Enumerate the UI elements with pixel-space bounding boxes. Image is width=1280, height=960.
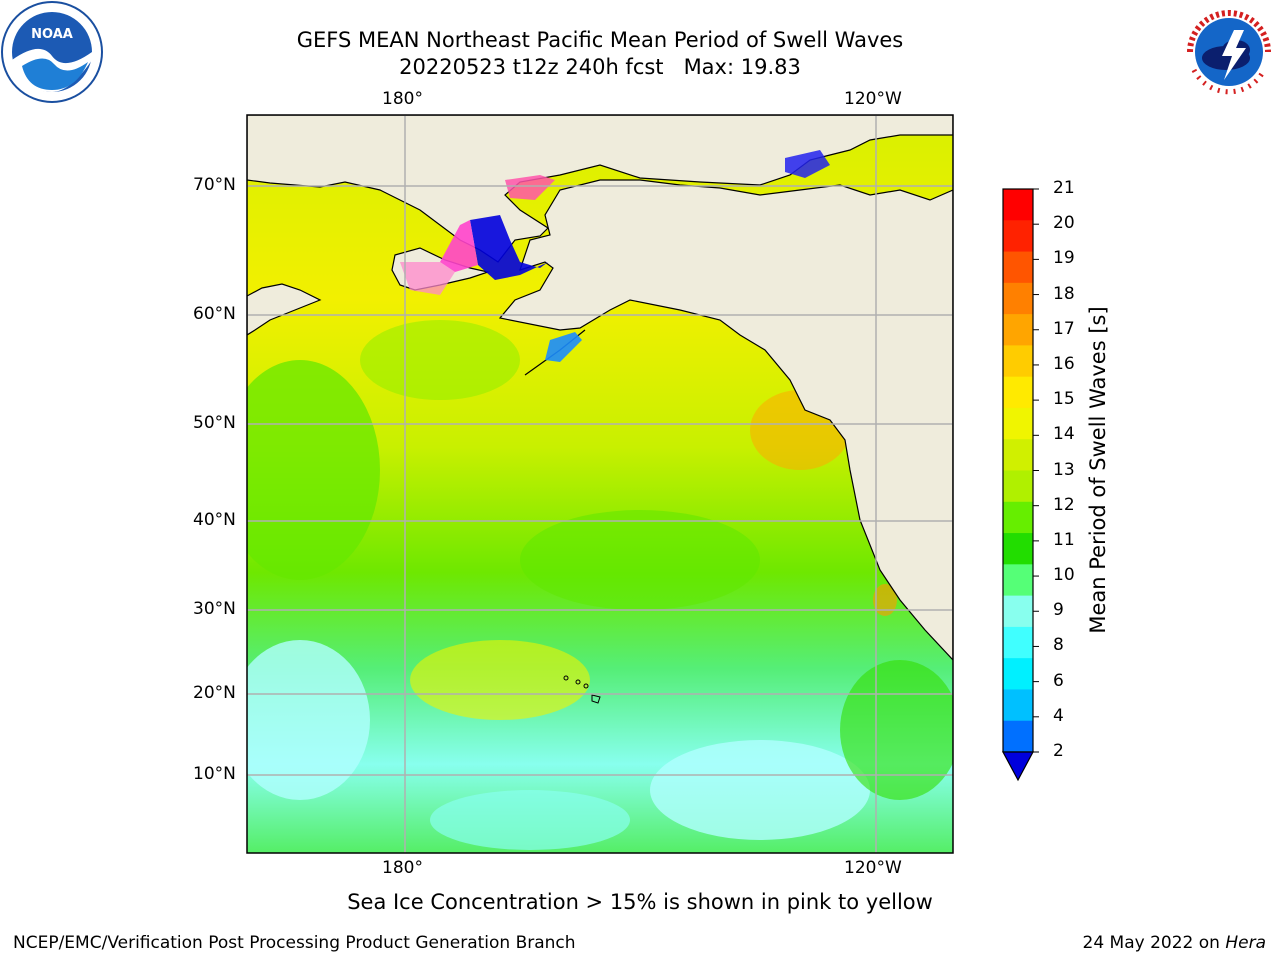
graticule bbox=[247, 115, 953, 853]
colorbar-segment bbox=[1003, 220, 1033, 253]
nws-logo bbox=[1180, 3, 1278, 101]
colorbar-segment bbox=[1003, 720, 1033, 753]
lat-label: 50°N bbox=[193, 413, 236, 433]
colorbar-segment bbox=[1003, 658, 1033, 690]
colorbar-tick-label: 13 bbox=[1053, 459, 1075, 480]
colorbar-tick-label: 2 bbox=[1053, 741, 1064, 761]
colorbar-tick-label: 19 bbox=[1053, 248, 1075, 269]
field-patch bbox=[410, 640, 590, 720]
colorbar-tick-label: 20 bbox=[1053, 213, 1075, 234]
field-patch bbox=[650, 740, 870, 840]
colorbar-tick-label: 15 bbox=[1053, 389, 1075, 410]
noaa-logo-text: NOAA bbox=[31, 27, 73, 42]
lat-label: 60°N bbox=[193, 304, 236, 324]
colorbar-tick-label: 17 bbox=[1053, 318, 1075, 339]
lat-label: 10°N bbox=[193, 764, 236, 784]
field-patch bbox=[873, 584, 897, 616]
lat-label: 70°N bbox=[193, 175, 236, 195]
colorbar-segment bbox=[1003, 564, 1033, 597]
sea-ice-chukotka bbox=[400, 262, 455, 295]
field-patch bbox=[247, 640, 370, 800]
colorbar-tick-label: 21 bbox=[1053, 178, 1075, 198]
land-kamchatka bbox=[247, 283, 322, 336]
colorbar-segment bbox=[1003, 345, 1033, 378]
land-north-america bbox=[498, 179, 953, 661]
footer-date: 24 May 2022 on Hera bbox=[1083, 933, 1267, 953]
field-patch bbox=[840, 660, 953, 800]
lat-label: 20°N bbox=[193, 683, 236, 703]
sea-ice-chukchi bbox=[505, 175, 555, 200]
colorbar-tick-label: 10 bbox=[1053, 565, 1075, 586]
sea-ice-beaufort bbox=[785, 150, 830, 178]
colorbar-tick-label: 4 bbox=[1053, 705, 1064, 726]
map-plot bbox=[247, 115, 953, 853]
lon-label-bottom: 180° bbox=[382, 858, 423, 878]
colorbar-segment bbox=[1003, 689, 1033, 722]
colorbar-title: Mean Period of Swell Waves [s] bbox=[1086, 306, 1110, 634]
sea-ice-note: Sea Ice Concentration > 15% is shown in … bbox=[347, 890, 933, 914]
colorbar-segment bbox=[1003, 439, 1033, 471]
chart-title: GEFS MEAN Northeast Pacific Mean Period … bbox=[296, 28, 904, 52]
colorbar-segment bbox=[1003, 282, 1033, 315]
hawaii-island bbox=[563, 675, 569, 681]
field-patch bbox=[520, 510, 760, 610]
colorbar-tick-label: 6 bbox=[1053, 670, 1064, 691]
colorbar-segment bbox=[1003, 314, 1033, 346]
colorbar-tick-label: 18 bbox=[1053, 283, 1075, 304]
colorbar-tick-label: 12 bbox=[1053, 494, 1075, 515]
lat-label: 30°N bbox=[193, 599, 236, 619]
colorbar-segment bbox=[1003, 626, 1033, 659]
colorbar-segment bbox=[1003, 251, 1033, 284]
lon-label-bottom: 120°W bbox=[844, 858, 902, 878]
colorbar-segment bbox=[1003, 470, 1033, 503]
chart-subtitle: 20220523 t12z 240h fcst Max: 19.83 bbox=[399, 55, 801, 79]
field-patch bbox=[430, 790, 630, 850]
colorbar-tick-label: 16 bbox=[1053, 353, 1075, 374]
map-frame bbox=[246, 114, 954, 854]
sea-ice-bering-edge bbox=[440, 220, 478, 272]
colorbar-segment bbox=[1003, 189, 1033, 221]
colorbar-segment bbox=[1003, 501, 1033, 534]
colorbar-tick-label: 8 bbox=[1053, 635, 1064, 656]
colorbar-tick-label: 11 bbox=[1053, 529, 1075, 550]
lon-label-top: 120°W bbox=[844, 89, 902, 109]
footer-organization: NCEP/EMC/Verification Post Processing Pr… bbox=[13, 933, 576, 953]
field-patch bbox=[360, 320, 520, 400]
footer-date-text: 24 May 2022 on bbox=[1082, 933, 1226, 953]
noaa-logo: NOAA bbox=[1, 1, 103, 103]
hawaii-island bbox=[583, 683, 589, 689]
sea-ice-bering bbox=[470, 215, 548, 280]
colorbar-segment bbox=[1003, 407, 1033, 440]
colorbar-segment bbox=[1003, 376, 1033, 409]
colorbar-segment bbox=[1003, 595, 1033, 628]
colorbar-tick-label: 9 bbox=[1053, 600, 1064, 621]
colorbar bbox=[1003, 188, 1039, 753]
cook-inlet-blue bbox=[545, 332, 582, 362]
footer-host: Hera bbox=[1225, 933, 1266, 953]
colorbar-extend-triangle bbox=[1001, 751, 1035, 782]
hawaii-island bbox=[591, 694, 601, 704]
lat-label: 40°N bbox=[193, 510, 236, 530]
colorbar-tick-label: 14 bbox=[1053, 424, 1075, 445]
hawaii-island bbox=[575, 679, 581, 685]
colorbar-segment bbox=[1003, 533, 1033, 565]
field-patch bbox=[247, 360, 380, 580]
lon-label-top: 180° bbox=[382, 89, 423, 109]
